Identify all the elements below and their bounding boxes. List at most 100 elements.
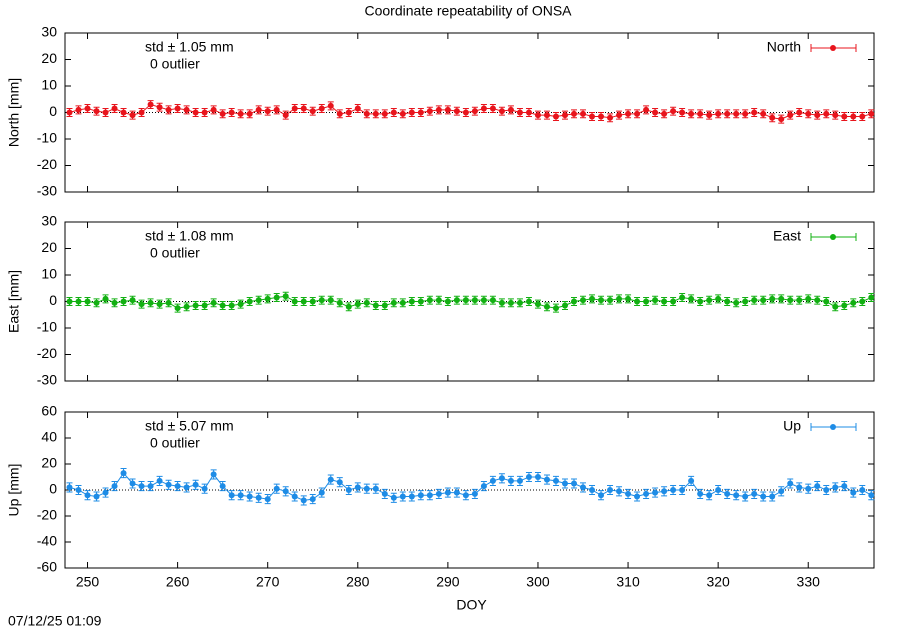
data-point xyxy=(327,297,334,304)
data-point xyxy=(156,104,163,111)
x-tick-label: 310 xyxy=(616,574,640,590)
data-point xyxy=(751,297,758,304)
data-point xyxy=(616,112,623,119)
data-point xyxy=(787,480,794,487)
data-point xyxy=(399,110,406,117)
data-point xyxy=(742,493,749,500)
data-point xyxy=(228,492,235,499)
data-point xyxy=(751,490,758,497)
data-point xyxy=(309,108,316,115)
data-point xyxy=(724,490,731,497)
y-tick-label: 0 xyxy=(49,103,57,119)
data-point xyxy=(237,301,244,308)
data-point xyxy=(417,298,424,305)
data-point xyxy=(453,489,460,496)
data-point xyxy=(210,106,217,113)
y-tick-label: -30 xyxy=(37,372,57,388)
data-point xyxy=(805,110,812,117)
y-tick-label: -20 xyxy=(37,156,57,172)
data-point xyxy=(823,298,830,305)
data-point xyxy=(534,301,541,308)
data-point xyxy=(300,298,307,305)
data-point xyxy=(237,110,244,117)
data-point xyxy=(372,485,379,492)
data-point xyxy=(561,112,568,119)
y-tick-label: 10 xyxy=(41,77,57,93)
legend-label: Up xyxy=(783,418,801,434)
data-point xyxy=(201,485,208,492)
data-point xyxy=(84,105,91,112)
data-point xyxy=(75,487,82,493)
data-point xyxy=(399,299,406,306)
data-point xyxy=(273,106,280,113)
data-point xyxy=(363,110,370,117)
y-tick-label: -20 xyxy=(37,345,57,361)
data-point xyxy=(679,109,686,116)
data-point xyxy=(435,297,442,304)
data-point xyxy=(75,106,82,113)
data-point xyxy=(733,110,740,117)
data-point xyxy=(778,295,785,302)
x-tick-label: 270 xyxy=(256,574,280,590)
data-point xyxy=(210,471,217,478)
y-tick-label: -10 xyxy=(37,130,57,146)
legend-symbol xyxy=(830,424,836,430)
y-axis-label: East [mm] xyxy=(6,270,22,333)
data-point xyxy=(643,106,650,113)
data-point xyxy=(93,493,100,500)
data-point xyxy=(462,492,469,499)
data-point xyxy=(589,295,596,302)
data-point xyxy=(643,298,650,305)
data-point xyxy=(408,109,415,116)
data-point xyxy=(291,298,298,305)
data-point xyxy=(796,484,803,491)
data-point xyxy=(760,110,767,117)
y-tick-label: 30 xyxy=(41,213,57,229)
data-point xyxy=(354,105,361,112)
data-point xyxy=(769,295,776,302)
data-point xyxy=(760,493,767,500)
data-point xyxy=(498,299,505,306)
annotation-note: 0 outlier xyxy=(150,56,200,72)
data-point xyxy=(435,490,442,497)
data-point xyxy=(552,113,559,120)
data-point xyxy=(381,302,388,309)
data-point xyxy=(688,110,695,117)
data-point xyxy=(300,105,307,112)
data-point xyxy=(525,298,532,305)
data-point xyxy=(174,105,181,112)
y-tick-label: 20 xyxy=(41,239,57,255)
x-tick-label: 330 xyxy=(797,574,821,590)
data-point xyxy=(336,479,343,486)
data-point xyxy=(634,110,641,117)
data-point xyxy=(607,487,614,493)
data-point xyxy=(471,297,478,304)
data-point xyxy=(462,297,469,304)
data-point xyxy=(363,299,370,306)
annotation-note: 0 outlier xyxy=(150,245,200,261)
data-point xyxy=(300,497,307,504)
data-point xyxy=(309,298,316,305)
data-point xyxy=(625,110,632,117)
y-tick-label: 20 xyxy=(41,50,57,66)
data-point xyxy=(760,297,767,304)
data-point xyxy=(480,297,487,304)
data-point xyxy=(120,109,127,116)
data-point xyxy=(183,484,190,491)
data-point xyxy=(111,299,118,306)
data-point xyxy=(580,110,587,117)
data-point xyxy=(859,298,866,305)
data-point xyxy=(706,112,713,119)
data-point xyxy=(643,490,650,497)
data-point xyxy=(84,492,91,499)
data-point xyxy=(589,113,596,120)
data-point xyxy=(138,483,145,490)
x-axis-label: DOY xyxy=(456,597,487,613)
annotation: std ± 1.05 mm xyxy=(145,39,234,55)
data-point xyxy=(327,102,334,109)
data-point xyxy=(282,112,289,119)
series-line xyxy=(69,295,872,309)
data-point xyxy=(381,490,388,497)
data-point xyxy=(733,492,740,499)
data-point xyxy=(183,303,190,310)
